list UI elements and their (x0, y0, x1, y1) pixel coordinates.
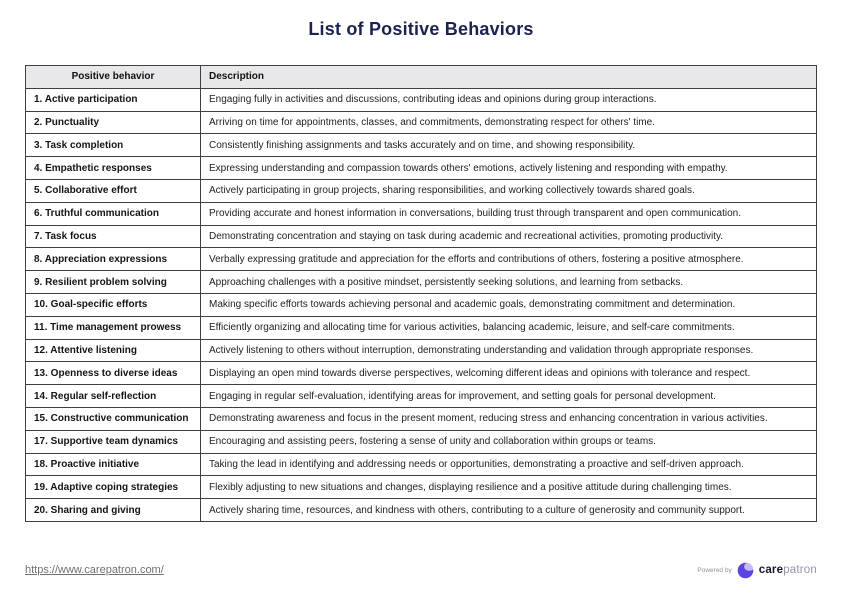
behavior-cell: 19. Adaptive coping strategies (25, 475, 201, 500)
behavior-cell: 18. Proactive initiative (25, 452, 201, 477)
behavior-cell: 20. Sharing and giving (25, 498, 201, 522)
table-row: 10. Goal-specific efforts Making specific… (25, 292, 817, 317)
behavior-cell: 15. Constructive communication (25, 406, 201, 431)
behavior-cell: 9. Resilient problem solving (25, 270, 201, 294)
table-row: 12. Attentive listening Actively listenin… (25, 338, 817, 363)
table-row: 14. Regular self-reflection Engaging in r… (25, 384, 817, 408)
behavior-cell: 14. Regular self-reflection (25, 384, 201, 408)
behavior-cell: 2. Punctuality (25, 110, 201, 135)
table-row: 17. Supportive team dynamics Encouraging … (25, 429, 817, 454)
behavior-cell: 4. Empathetic responses (25, 156, 201, 180)
table-row: 18. Proactive initiative Taking the lead … (25, 452, 817, 477)
behaviors-table-body: 1. Active participation Engaging fully in… (25, 87, 817, 522)
behavior-cell: 13. Openness to diverse ideas (25, 361, 201, 386)
description-cell: Expressing understanding and compassion … (200, 156, 817, 180)
table-row: 8. Appreciation expressions Verbally expr… (25, 247, 817, 272)
column-header-description: Description (200, 65, 817, 89)
carepatron-logo-icon (737, 562, 754, 579)
page-title: List of Positive Behaviors (308, 19, 534, 39)
behavior-cell: 8. Appreciation expressions (25, 247, 201, 272)
behavior-cell: 12. Attentive listening (25, 338, 201, 363)
description-cell: Flexibly adjusting to new situations and… (200, 475, 817, 500)
description-cell: Making specific efforts towards achievin… (200, 292, 817, 317)
powered-by-group: Powered by carepatron (697, 562, 817, 579)
description-cell: Actively listening to others without int… (200, 338, 817, 363)
behavior-cell: 6. Truthful communication (25, 201, 201, 226)
description-cell: Arriving on time for appointments, class… (200, 110, 817, 135)
description-cell: Demonstrating awareness and focus in the… (200, 406, 817, 431)
behavior-cell: 17. Supportive team dynamics (25, 429, 201, 454)
table-row: 4. Empathetic responses Expressing unders… (25, 156, 817, 180)
description-cell: Verbally expressing gratitude and apprec… (200, 247, 817, 272)
description-cell: Engaging in regular self-evaluation, ide… (200, 384, 817, 408)
behavior-cell: 3. Task completion (25, 133, 201, 158)
description-cell: Approaching challenges with a positive m… (200, 270, 817, 294)
table-row: 2. Punctuality Arriving on time for appoi… (25, 110, 817, 135)
description-cell: Actively participating in group projects… (200, 178, 817, 203)
table-row: 13. Openness to diverse ideas Displaying … (25, 361, 817, 386)
column-header-positive-behavior: Positive behavior (25, 65, 201, 89)
table-row: 5. Collaborative effort Actively particip… (25, 178, 817, 203)
table-row: 6. Truthful communication Providing accur… (25, 201, 817, 226)
description-cell: Engaging fully in activities and discuss… (200, 87, 817, 112)
table-row: 20. Sharing and giving Actively sharing t… (25, 498, 817, 522)
table-row: 19. Adaptive coping strategies Flexibly a… (25, 475, 817, 500)
behavior-cell: 11. Time management prowess (25, 315, 201, 340)
footer: https://www.carepatron.com/ Powered by c… (25, 558, 817, 582)
wordmark-patron: patron (783, 564, 817, 576)
description-cell: Actively sharing time, resources, and ki… (200, 498, 817, 522)
table-row: 3. Task completion Consistently finishing… (25, 133, 817, 158)
table-row: 11. Time management prowess Efficiently o… (25, 315, 817, 340)
behavior-cell: 10. Goal-specific efforts (25, 292, 201, 317)
description-cell: Providing accurate and honest informatio… (200, 201, 817, 226)
powered-by-label: Powered by (697, 566, 732, 574)
description-cell: Taking the lead in identifying and addre… (200, 452, 817, 477)
behavior-cell: 5. Collaborative effort (25, 178, 201, 203)
table-row: 15. Constructive communication Demonstrat… (25, 406, 817, 431)
wordmark-care: care (758, 564, 784, 576)
behavior-cell: 7. Task focus (25, 224, 201, 249)
table-header-row: Positive behavior Description (25, 65, 817, 89)
carepatron-wordmark: carepatron (759, 564, 817, 576)
description-cell: Displaying an open mind towards diverse … (200, 361, 817, 386)
carepatron-link[interactable]: https://www.carepatron.com/ (25, 564, 164, 576)
behaviors-table: Positive behavior Description 1. Active … (25, 65, 817, 522)
description-cell: Demonstrating concentration and staying … (200, 224, 817, 249)
behavior-cell: 1. Active participation (25, 87, 201, 112)
table-row: 9. Resilient problem solving Approaching … (25, 270, 817, 294)
table-row: 1. Active participation Engaging fully in… (25, 87, 817, 112)
description-cell: Efficiently organizing and allocating ti… (200, 315, 817, 340)
table-row: 7. Task focus Demonstrating concentration… (25, 224, 817, 249)
description-cell: Consistently finishing assignments and t… (200, 133, 817, 158)
description-cell: Encouraging and assisting peers, fosteri… (200, 429, 817, 454)
